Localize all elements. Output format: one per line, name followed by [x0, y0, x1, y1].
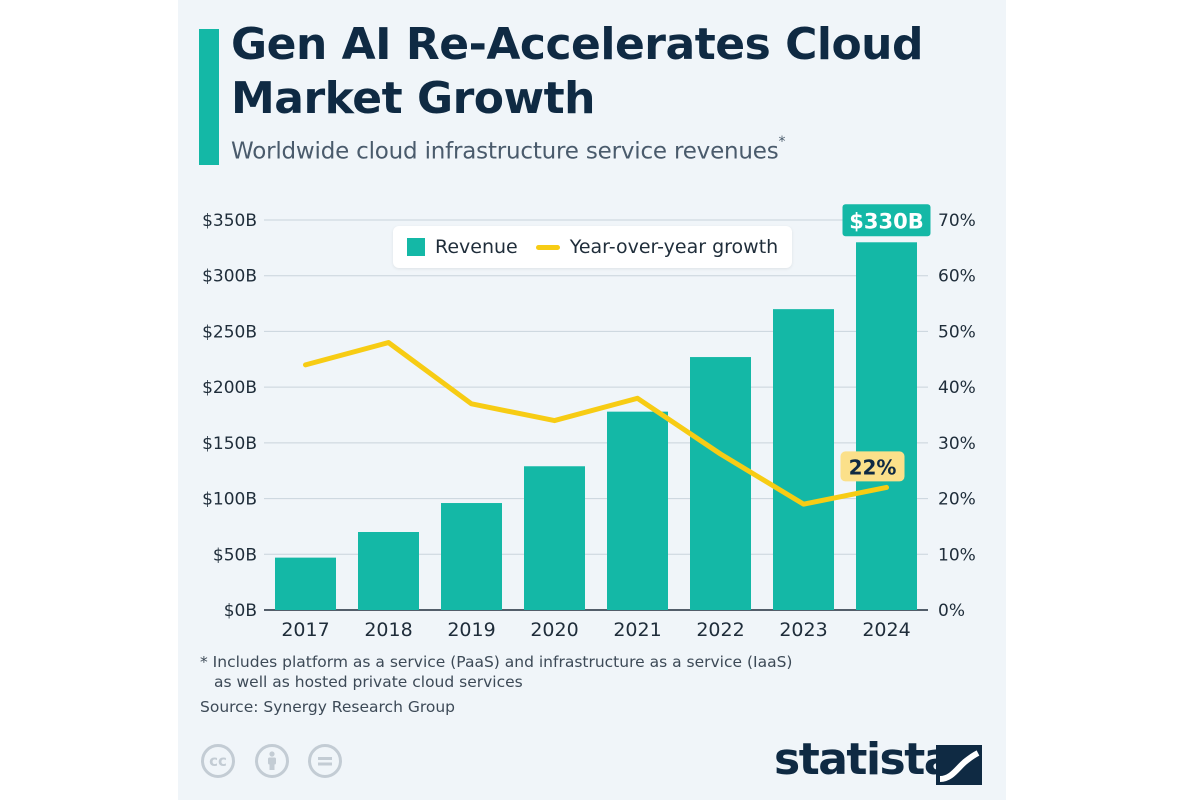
bar-value-label-bg: [842, 204, 931, 237]
y-right-tick-label: 40%: [938, 378, 976, 398]
revenue-bar: [275, 557, 336, 610]
legend-label-revenue: Revenue: [435, 236, 518, 258]
footnote: * Includes platform as a service (PaaS) …: [200, 652, 792, 692]
revenue-bar: [441, 503, 502, 610]
y-right-tick-label: 0%: [938, 601, 965, 621]
x-tick-label: 2020: [530, 619, 578, 641]
y-right-tick-label: 30%: [938, 434, 976, 454]
y-left-tick-label: $100B: [202, 490, 257, 510]
person-icon: [268, 751, 276, 770]
no-derivatives-icon[interactable]: [308, 744, 342, 778]
bar-value-label: $330B: [849, 209, 923, 233]
y-left-tick-label: $0B: [224, 601, 257, 621]
y-left-tick-label: $150B: [202, 434, 257, 454]
revenue-bar: [856, 242, 917, 611]
x-tick-label: 2023: [779, 619, 827, 641]
attribution-icon[interactable]: [255, 744, 289, 778]
y-left-tick-label: $350B: [202, 211, 257, 231]
chart-legend: Revenue Year-over-year growth: [393, 226, 793, 268]
y-right-tick-label: 10%: [938, 545, 976, 565]
y-right-tick-label: 60%: [938, 267, 976, 287]
y-right-tick-label: 70%: [938, 211, 976, 231]
brand-logo-mark-icon: [936, 745, 982, 785]
y-left-tick-label: $250B: [202, 322, 257, 342]
growth-value-label: 22%: [849, 455, 897, 479]
source-note: Source: Synergy Research Group: [200, 698, 456, 716]
y-left-tick-label: $200B: [202, 378, 257, 398]
x-tick-label: 2024: [862, 619, 910, 641]
legend-swatch-revenue: [407, 238, 425, 256]
chart-subtitle: Worldwide cloud infrastructure service r…: [231, 134, 786, 165]
legend-label-growth: Year-over-year growth: [569, 236, 779, 258]
revenue-bar: [524, 466, 585, 610]
x-tick-label: 2021: [613, 619, 661, 641]
y-right-tick-label: 50%: [938, 322, 976, 342]
footnote-line-2: as well as hosted private cloud services: [214, 673, 523, 691]
cc-icon-text: cc: [209, 752, 227, 770]
y-left-tick-label: $300B: [202, 267, 257, 287]
legend-swatch-growth: [535, 244, 560, 250]
revenue-bar: [690, 357, 751, 610]
revenue-bar: [358, 532, 419, 610]
subtitle-footnote-mark: *: [778, 134, 786, 150]
x-tick-label: 2017: [281, 619, 329, 641]
x-tick-label: 2022: [696, 619, 744, 641]
y-left-tick-label: $50B: [213, 545, 257, 565]
equals-icon: [318, 757, 332, 766]
creative-commons-icon[interactable]: cc: [201, 744, 235, 778]
legend-item-growth: Year-over-year growth: [518, 236, 778, 258]
x-tick-label: 2019: [447, 619, 495, 641]
title-accent-bar: [199, 29, 219, 165]
subtitle-text: Worldwide cloud infrastructure service r…: [231, 138, 779, 165]
brand-logo-text[interactable]: statista: [774, 734, 953, 785]
revenue-bar: [607, 411, 668, 610]
legend-item-revenue: Revenue: [407, 236, 518, 258]
revenue-bar: [773, 309, 834, 610]
y-right-tick-label: 20%: [938, 490, 976, 510]
growth-line: [303, 340, 889, 507]
growth-value-label-bg: [840, 451, 905, 482]
chart-title: Gen AI Re-Accelerates Cloud Market Growt…: [231, 19, 924, 124]
footnote-line-1: * Includes platform as a service (PaaS) …: [200, 653, 793, 671]
x-tick-label: 2018: [364, 619, 412, 641]
